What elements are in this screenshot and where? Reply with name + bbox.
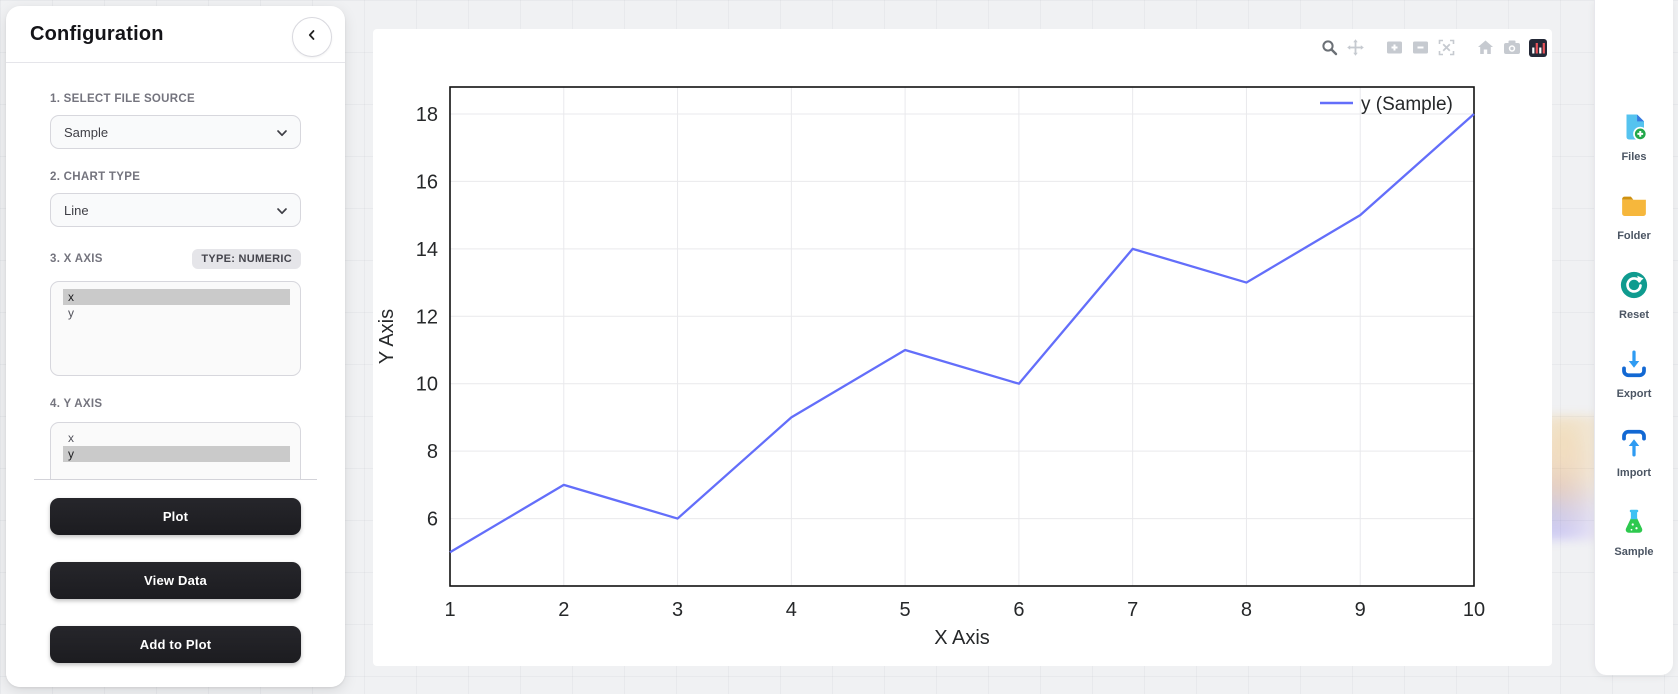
chevron-down-icon — [275, 126, 289, 145]
svg-text:12: 12 — [416, 306, 438, 328]
rail-item-folder[interactable]: Folder — [1617, 191, 1651, 242]
chart-card: 1 2 3 4 5 6 7 8 9 10 6 8 10 12 14 16 18 X Axis Y Axis y (Sa… — [373, 29, 1552, 666]
panel-title: Configuration — [30, 23, 164, 45]
y-axis-option-y[interactable]: y — [63, 446, 290, 462]
reset-axes-home-icon[interactable] — [1476, 38, 1495, 57]
svg-text:6: 6 — [427, 509, 438, 531]
configuration-panel: Configuration 1. SELECT FILE SOURCE Samp… — [6, 6, 345, 687]
svg-text:y (Sample): y (Sample) — [1361, 94, 1453, 115]
svg-text:Y Axis: Y Axis — [376, 309, 398, 364]
svg-text:1: 1 — [444, 599, 455, 621]
y-axis-label: 4. Y AXIS — [50, 398, 103, 410]
svg-text:5: 5 — [900, 599, 911, 621]
chart-type-value: Line — [64, 202, 89, 218]
collapse-panel-button[interactable] — [292, 17, 332, 57]
svg-text:8: 8 — [1241, 599, 1252, 621]
rail-label: Sample — [1614, 546, 1654, 558]
file-source-value: Sample — [64, 124, 109, 140]
x-axis-label: 3. X AXIS — [50, 253, 103, 265]
plot-button[interactable]: Plot — [50, 498, 301, 535]
rail-label: Folder — [1617, 230, 1651, 242]
chevron-down-icon — [275, 204, 289, 223]
svg-text:3: 3 — [672, 599, 683, 621]
action-rail: Files Folder Reset Export Import Sample — [1594, 0, 1673, 675]
chart-type-select[interactable]: Line — [50, 193, 301, 227]
x-axis-type-badge: TYPE: NUMERIC — [192, 249, 301, 269]
file-source-label: 1. SELECT FILE SOURCE — [50, 93, 195, 105]
svg-text:8: 8 — [427, 441, 438, 463]
zoom-in-icon[interactable] — [1385, 38, 1404, 57]
pan-icon[interactable] — [1346, 38, 1365, 57]
view-data-button[interactable]: View Data — [50, 562, 301, 599]
svg-text:14: 14 — [416, 239, 438, 261]
folder-icon — [1619, 191, 1649, 226]
svg-text:7: 7 — [1127, 599, 1138, 621]
chart-type-label: 2. CHART TYPE — [50, 171, 141, 183]
rail-item-reset[interactable]: Reset — [1619, 270, 1649, 321]
rail-item-export[interactable]: Export — [1616, 349, 1652, 400]
svg-text:4: 4 — [786, 599, 797, 621]
export-icon — [1619, 349, 1649, 384]
rail-label: Reset — [1619, 309, 1649, 321]
svg-text:X Axis: X Axis — [934, 627, 990, 649]
sample-flask-icon — [1619, 507, 1649, 542]
svg-text:9: 9 — [1355, 599, 1366, 621]
rail-item-import[interactable]: Import — [1617, 428, 1651, 479]
autoscale-icon[interactable] — [1437, 38, 1456, 57]
y-axis-option-x[interactable]: x — [68, 431, 74, 445]
file-source-select[interactable]: Sample — [50, 115, 301, 149]
configuration-header: Configuration — [6, 6, 345, 63]
rail-item-sample[interactable]: Sample — [1614, 507, 1654, 558]
x-axis-option-y[interactable]: y — [68, 306, 74, 320]
svg-text:18: 18 — [416, 104, 438, 126]
x-axis-listbox[interactable]: x y — [50, 281, 301, 376]
configuration-footer: Plot View Data Add to Plot — [6, 479, 345, 687]
import-icon — [1619, 428, 1649, 463]
rail-label: Files — [1621, 151, 1647, 163]
reset-icon — [1619, 270, 1649, 305]
svg-text:16: 16 — [416, 171, 438, 193]
configuration-body: 1. SELECT FILE SOURCE Sample 2. CHART TY… — [6, 63, 345, 479]
svg-text:10: 10 — [416, 374, 438, 396]
plot-canvas[interactable]: 1 2 3 4 5 6 7 8 9 10 6 8 10 12 14 16 18 X Axis Y Axis y (Sa… — [373, 29, 1552, 666]
plotly-logo-icon[interactable] — [1528, 38, 1547, 57]
zoom-icon[interactable] — [1320, 38, 1339, 57]
rail-item-files[interactable]: Files — [1619, 112, 1649, 163]
rail-label: Export — [1616, 388, 1652, 400]
download-plot-camera-icon[interactable] — [1502, 38, 1521, 57]
rail-label: Import — [1616, 467, 1652, 479]
x-axis-option-x[interactable]: x — [63, 289, 290, 305]
svg-text:6: 6 — [1013, 599, 1024, 621]
file-add-icon — [1619, 112, 1649, 147]
zoom-out-icon[interactable] — [1411, 38, 1430, 57]
svg-text:2: 2 — [558, 599, 569, 621]
y-axis-listbox[interactable]: x y — [50, 422, 301, 479]
svg-text:10: 10 — [1463, 599, 1485, 621]
plotly-modebar — [1320, 38, 1547, 57]
chevron-left-icon — [306, 28, 318, 46]
add-to-plot-button[interactable]: Add to Plot — [50, 626, 301, 663]
